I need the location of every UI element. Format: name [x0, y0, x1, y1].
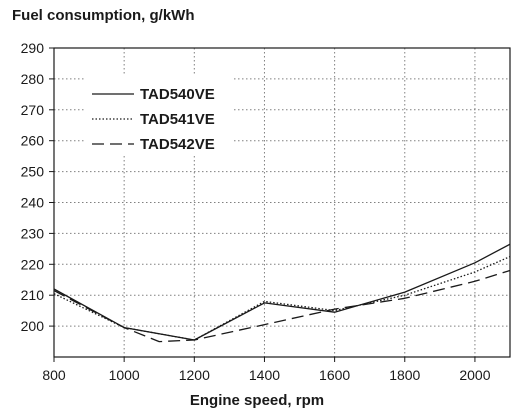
x-tick-label: 800	[42, 367, 66, 383]
chart-title: Fuel consumption, g/kWh	[12, 7, 195, 24]
y-tick-label: 220	[21, 256, 45, 272]
x-tick-label: 1800	[389, 367, 420, 383]
x-tick-label: 1000	[109, 367, 140, 383]
series-line-tad540ve	[53, 243, 511, 341]
y-tick-label: 280	[21, 71, 45, 87]
legend-background	[84, 74, 232, 156]
x-tick-label: 1600	[319, 367, 350, 383]
series-lines	[53, 243, 511, 343]
legend-label: TAD541VE	[140, 111, 215, 128]
x-tick-label: 1400	[249, 367, 280, 383]
x-axis-label: Engine speed, rpm	[189, 392, 325, 409]
legend-label: TAD540VE	[140, 86, 215, 103]
legend-label: TAD542VE	[140, 136, 215, 153]
series-line-tad541ve	[53, 256, 511, 341]
y-tick-label: 290	[21, 40, 45, 56]
legend: TAD540VE TAD541VE TAD542VE	[84, 74, 232, 156]
x-tick-label: 1200	[179, 367, 210, 383]
axes: 800 1000 1200 1400 1600 1800 2000 200 210 220 230 2…	[21, 40, 491, 383]
x-tick-label: 2000	[459, 367, 490, 383]
series-line-tad542ve	[53, 269, 511, 343]
y-tick-label: 270	[21, 102, 45, 118]
y-tick-label: 210	[21, 287, 45, 303]
y-tick-label: 200	[21, 318, 45, 334]
y-tick-label: 240	[21, 195, 45, 211]
y-tick-label: 250	[21, 164, 45, 180]
y-tick-label: 230	[21, 225, 45, 241]
y-tick-label: 260	[21, 133, 45, 149]
